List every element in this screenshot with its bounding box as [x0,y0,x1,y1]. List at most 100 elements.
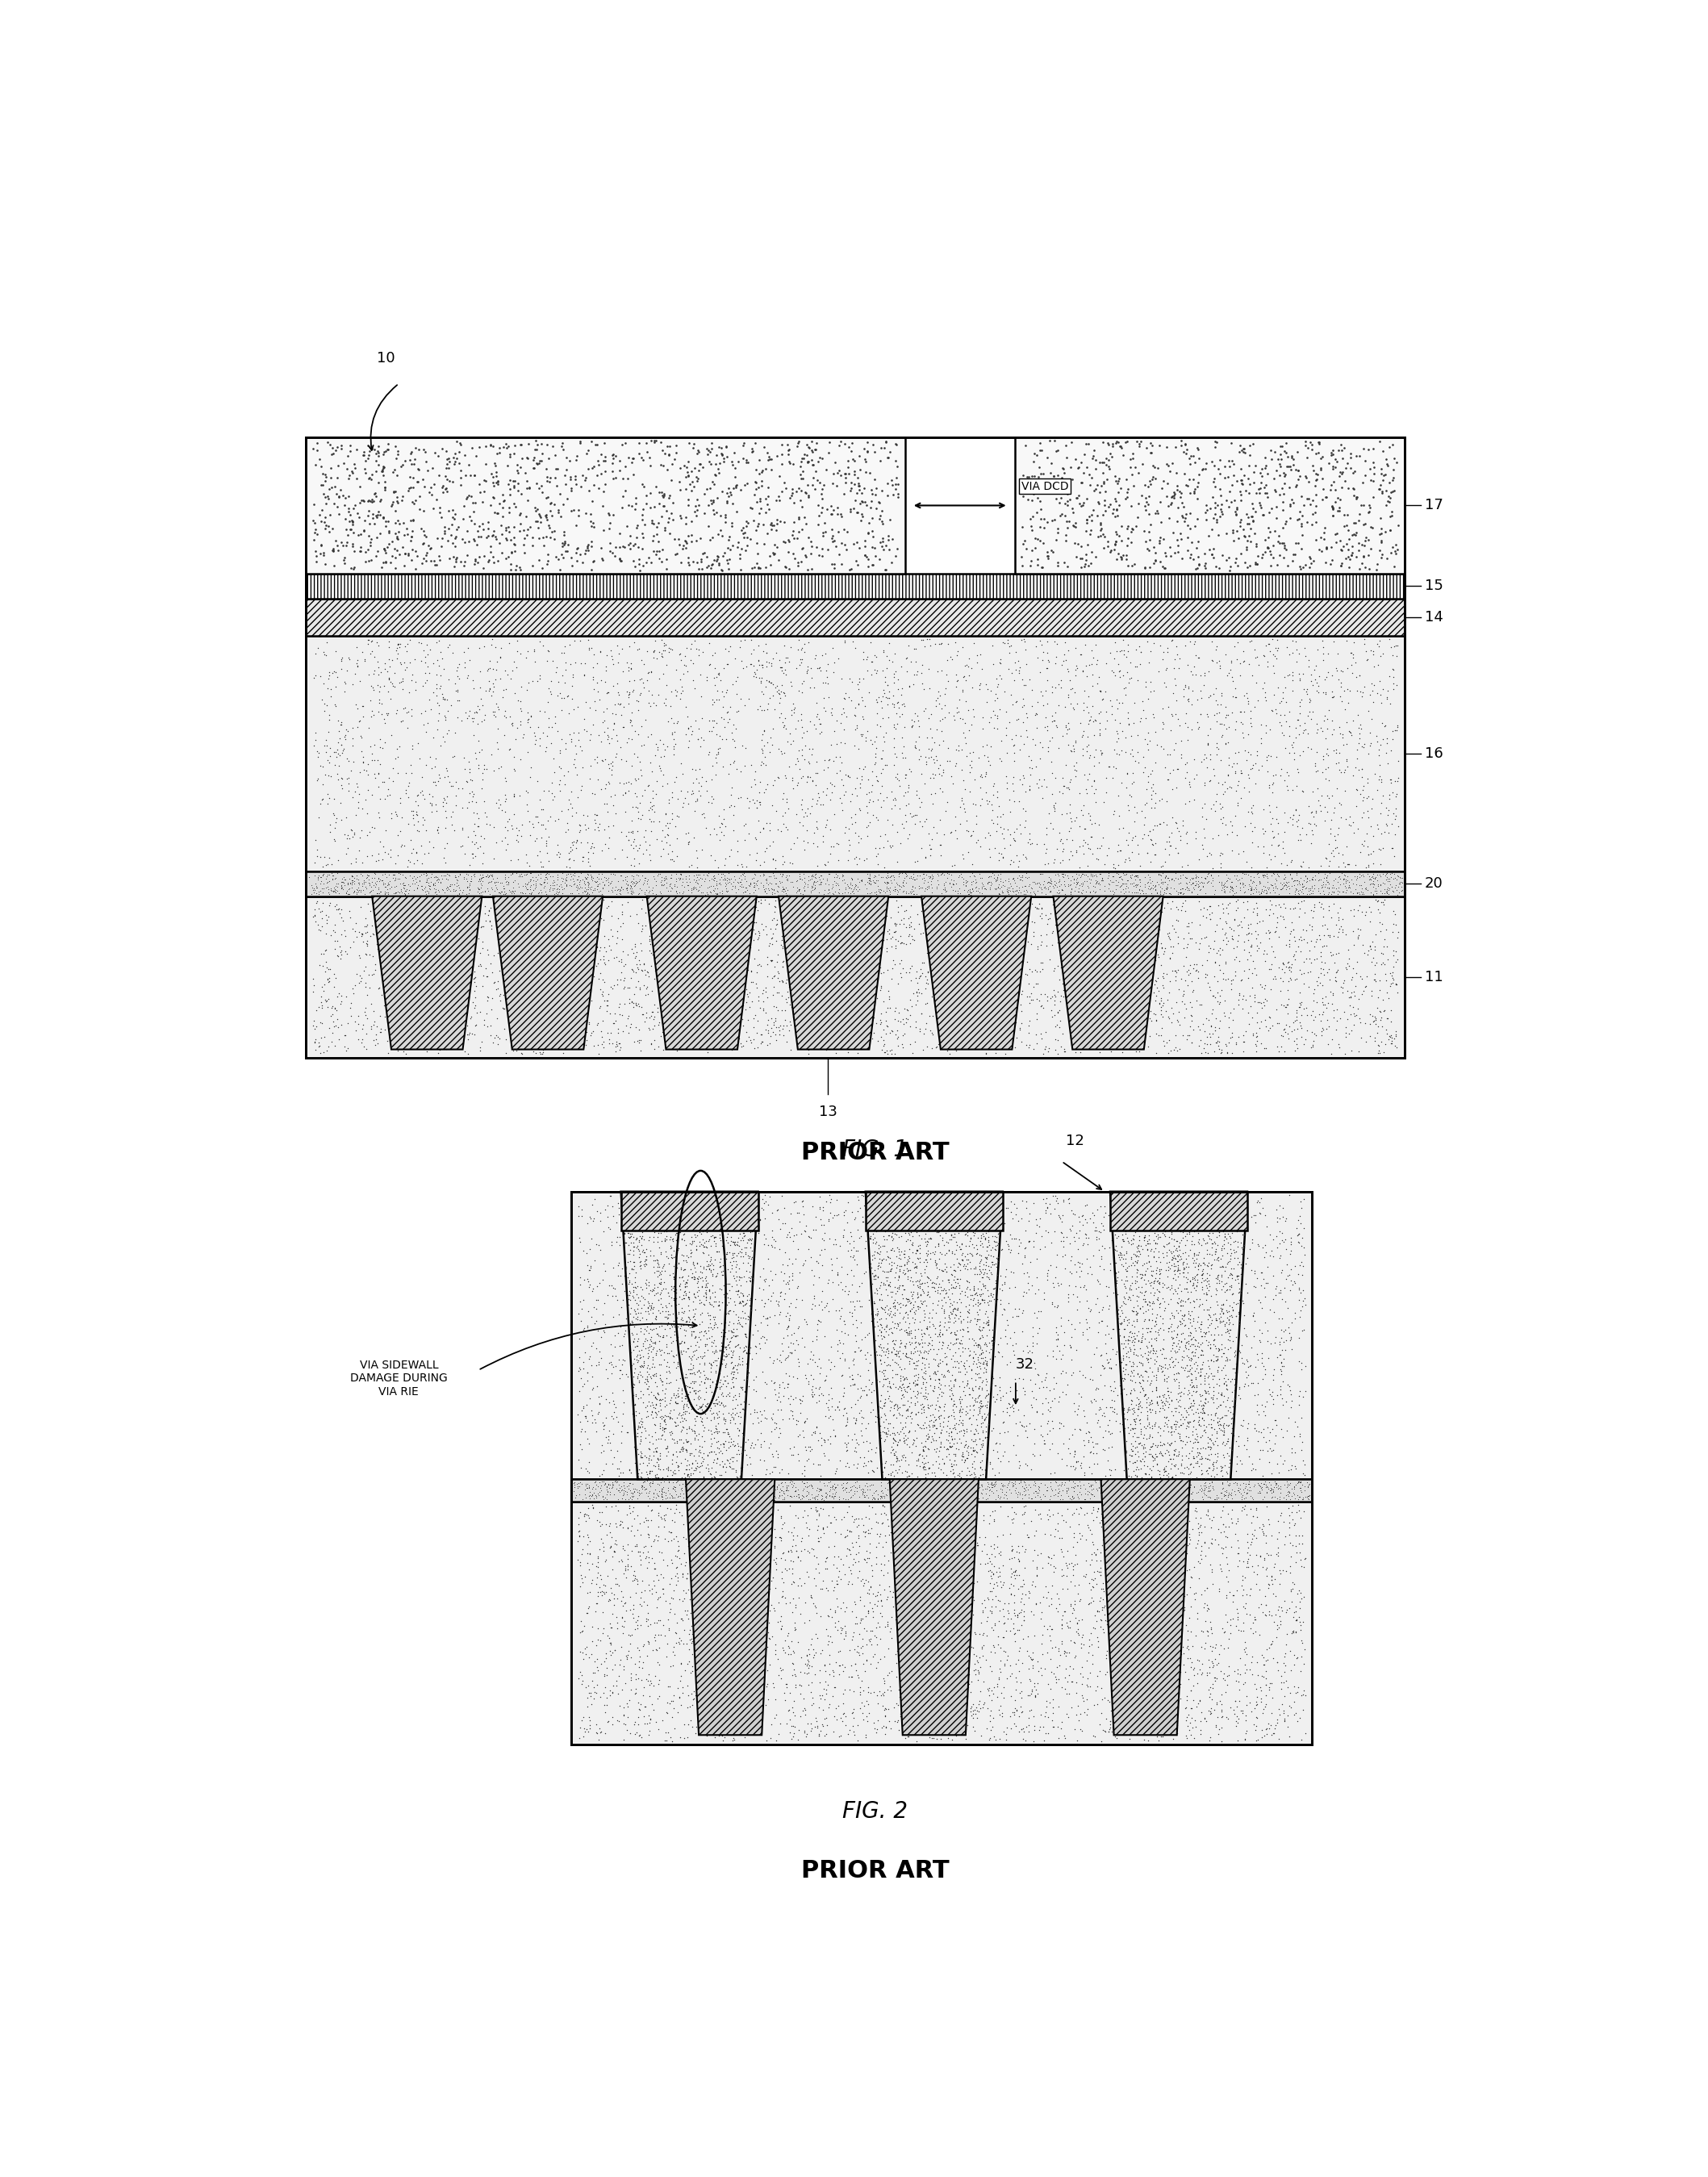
Point [1240,1319,1267,1354]
Point [1194,1210,1221,1245]
Point [1062,801,1090,836]
Point [719,716,746,751]
Point [336,457,364,492]
Point [620,1707,647,1742]
Point [1167,1389,1194,1424]
Point [415,973,442,1008]
Point [456,866,483,901]
Point [905,960,933,995]
Point [1179,1350,1206,1385]
Point [741,856,769,890]
Point [922,1030,950,1065]
Point [687,1297,714,1332]
Point [379,455,407,490]
Point [868,1289,895,1324]
Point [1069,866,1097,901]
Point [801,921,828,956]
Point [613,725,640,760]
Point [538,969,565,1004]
Point [647,864,675,899]
Point [1090,1289,1117,1324]
Point [734,1223,762,1258]
Point [866,832,893,866]
Point [690,1472,717,1506]
Point [673,716,700,751]
Point [456,897,483,932]
Point [535,538,562,573]
Point [921,1287,948,1321]
Point [1143,1004,1170,1038]
Point [1110,1313,1138,1348]
Point [774,1472,801,1506]
Point [388,703,415,738]
Point [659,1402,687,1437]
Point [1385,875,1413,910]
Point [705,1713,733,1748]
Point [639,1358,666,1393]
Point [950,1213,977,1247]
Point [1117,1376,1144,1411]
Point [914,1308,941,1343]
Point [753,860,781,895]
Point [972,1389,999,1424]
Point [1124,1380,1151,1415]
Point [620,1269,647,1304]
Point [1131,1378,1158,1413]
Point [1064,1480,1091,1515]
Point [967,1352,994,1387]
Point [724,1428,752,1463]
Point [1151,1382,1179,1417]
Point [1115,1594,1143,1628]
Point [673,1001,700,1036]
Point [1310,877,1337,912]
Point [1028,551,1056,586]
Point [881,1437,909,1472]
Point [1037,1548,1064,1583]
Point [634,1663,661,1698]
Point [1308,969,1336,1004]
Point [1216,1289,1243,1324]
Point [905,1655,933,1689]
Point [921,1424,948,1459]
Point [1264,671,1291,705]
Point [1020,1648,1047,1683]
Point [763,675,791,710]
Point [381,999,408,1034]
Point [313,903,340,938]
Point [480,810,507,845]
Point [962,1615,989,1650]
Point [796,1483,823,1517]
Point [967,1265,994,1300]
Point [1083,873,1110,908]
Point [1334,742,1361,777]
Point [301,660,328,694]
Point [927,993,955,1028]
Point [1054,483,1081,518]
Point [1016,875,1044,910]
Point [962,1215,989,1250]
Point [866,1282,893,1317]
Point [979,777,1006,812]
Point [1136,1243,1163,1278]
Point [429,718,456,753]
Point [1228,1406,1255,1441]
Point [1149,849,1177,884]
Point [1264,1522,1291,1557]
Point [1201,1437,1228,1472]
Point [1008,1585,1035,1620]
Point [827,899,854,934]
Point [1079,657,1107,692]
Point [625,1335,652,1369]
Point [1348,858,1375,893]
Point [1038,886,1066,921]
Point [1146,805,1173,840]
Point [639,1291,666,1326]
Point [1197,1258,1225,1293]
Point [1073,451,1100,485]
Point [951,662,979,697]
Point [1126,1452,1153,1487]
Point [1267,1356,1295,1391]
Point [921,1230,948,1265]
Point [1105,1300,1132,1335]
Point [1346,753,1373,788]
